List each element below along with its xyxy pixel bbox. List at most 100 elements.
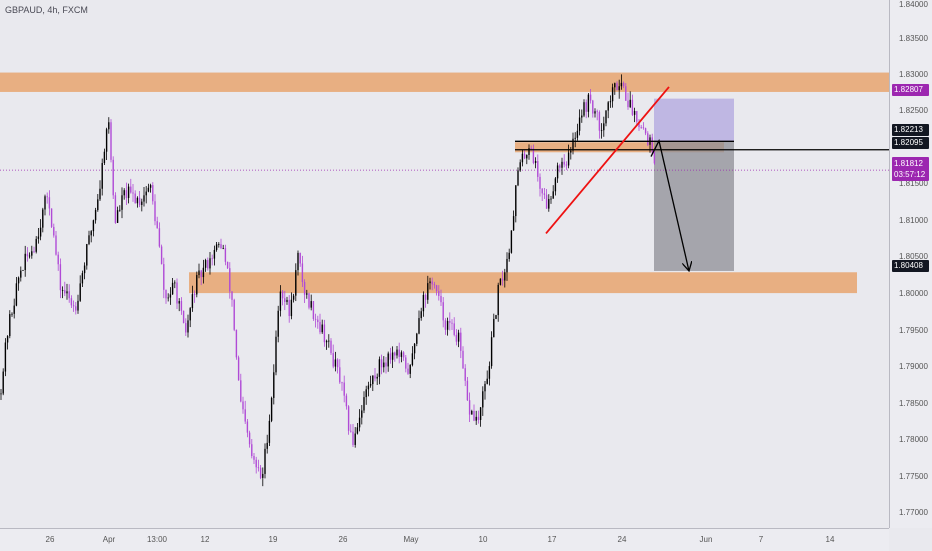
projection-arrow: [650, 138, 689, 271]
time-tick: 14: [825, 535, 835, 544]
candle-body: [453, 323, 455, 335]
candle-body: [394, 352, 396, 356]
candle-body: [539, 176, 541, 189]
candle-body: [413, 343, 416, 354]
time-tick: 19: [268, 535, 278, 544]
candle-body: [286, 299, 288, 302]
candle-body: [416, 333, 418, 344]
candle-body: [600, 130, 603, 132]
chart-pane[interactable]: GBPAUD, 4h, FXCM: [0, 0, 889, 528]
candle-body: [64, 290, 66, 294]
candle-body: [620, 82, 623, 87]
candle-body: [143, 195, 145, 202]
price-tick: 1.77000: [899, 508, 928, 517]
candle-body: [438, 291, 440, 296]
candle-body: [185, 323, 187, 333]
candle-body: [387, 353, 389, 367]
candle-body: [442, 302, 444, 321]
candle-body: [616, 83, 618, 91]
candle-body: [519, 162, 521, 171]
time-tick: 7: [758, 535, 764, 544]
price-axis[interactable]: 1.84000 1.83500 1.83000 1.82500 1.82000 …: [889, 0, 932, 528]
candle-body: [231, 291, 233, 300]
candle-body: [81, 273, 84, 284]
candle-body: [75, 306, 77, 311]
candle-body: [149, 185, 152, 188]
chart-canvas[interactable]: [0, 0, 889, 528]
candle-body: [565, 164, 568, 166]
candle-body: [53, 226, 55, 236]
candle-body: [545, 194, 548, 209]
candle-body: [180, 301, 183, 311]
candle-body: [42, 209, 44, 228]
candle-body: [548, 199, 550, 209]
candle-body: [385, 362, 387, 367]
candle-body: [244, 409, 246, 422]
candle-body: [356, 427, 359, 434]
candle-body: [321, 324, 323, 333]
candle-body: [292, 295, 295, 300]
candle-body: [35, 238, 37, 252]
candle-body: [28, 255, 31, 257]
candle-body: [372, 375, 374, 385]
current-price-value: 1.81812: [894, 159, 923, 168]
candle-body: [20, 270, 22, 278]
candle-body: [220, 244, 222, 249]
candle-body: [268, 420, 271, 443]
candle-body: [651, 137, 653, 152]
candle-body: [497, 284, 499, 316]
candle-body: [110, 122, 112, 160]
candle-body: [213, 249, 216, 259]
candle-body: [647, 133, 649, 145]
level-price-badge: 1.82095: [892, 137, 929, 149]
time-axis[interactable]: 26 Apr 13:00 12 19 26 May 10 17 24 Jun 7…: [0, 528, 889, 551]
candle-body: [17, 277, 20, 284]
price-tick: 1.78500: [899, 399, 928, 408]
candle-body: [596, 111, 598, 113]
candle-body: [614, 83, 616, 88]
candle-body: [636, 111, 638, 122]
candle-body: [242, 401, 244, 410]
candle-body: [123, 190, 125, 196]
candle-body: [39, 227, 42, 237]
candle-body: [255, 459, 257, 468]
candle-body: [13, 305, 15, 314]
candle-body: [611, 87, 614, 102]
candle-body: [301, 263, 304, 282]
candle-body: [237, 357, 240, 381]
candle-body: [559, 165, 561, 168]
upper-target-badge: 1.82807: [892, 84, 929, 96]
price-tick: 1.82500: [899, 106, 928, 115]
candle-body: [125, 190, 128, 198]
time-tick: 10: [478, 535, 488, 544]
candle-body: [407, 368, 409, 374]
candle-body: [625, 86, 627, 101]
candle-body: [528, 148, 530, 156]
resistance-zone: [0, 72, 889, 92]
candle-body: [9, 314, 11, 337]
candle-body: [374, 375, 376, 379]
candle-body: [383, 362, 385, 368]
candle-body: [572, 138, 574, 151]
candle-body: [37, 236, 40, 239]
candle-body: [581, 115, 583, 118]
candle-body: [328, 340, 330, 342]
candle-body: [633, 111, 636, 115]
price-tick: 1.77500: [899, 472, 928, 481]
lower-target-badge: 1.80408: [892, 260, 929, 272]
candle-body: [50, 208, 53, 227]
candle-body: [90, 231, 92, 236]
time-tick: May: [403, 535, 419, 544]
symbol-title[interactable]: GBPAUD, 4h, FXCM: [5, 5, 88, 15]
candle-body: [284, 298, 286, 302]
candle-body: [105, 129, 108, 152]
candle-body: [94, 210, 97, 221]
candle-body: [281, 291, 284, 299]
candle-body: [405, 357, 407, 369]
candle-body: [112, 159, 114, 196]
candle-body: [156, 221, 158, 229]
candle-body: [158, 228, 161, 247]
candle-body: [332, 353, 334, 367]
candle-body: [530, 148, 532, 149]
candle-body: [288, 299, 290, 317]
